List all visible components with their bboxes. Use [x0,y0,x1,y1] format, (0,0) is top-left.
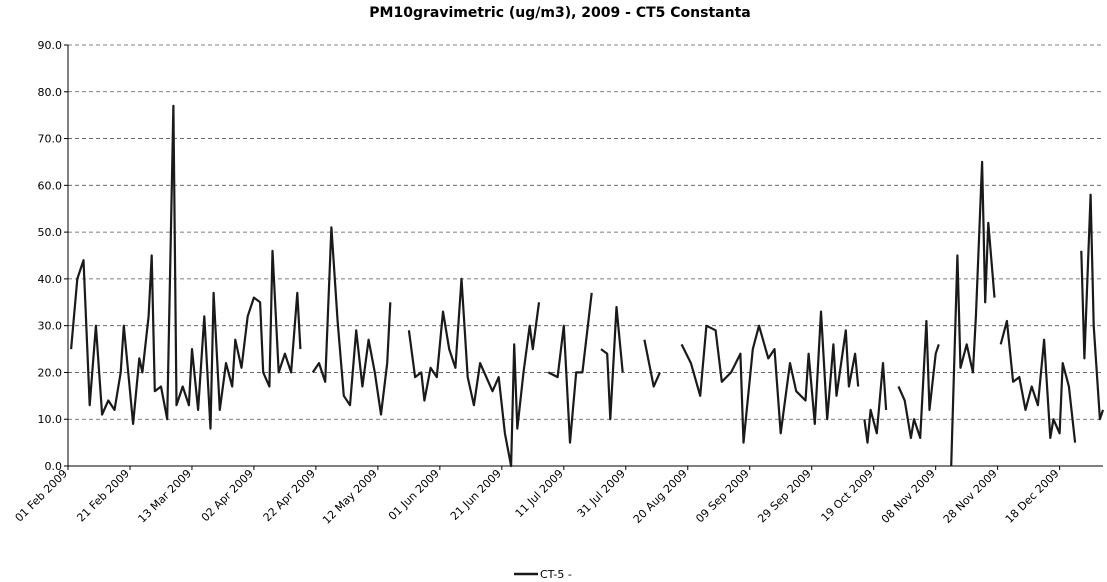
x-tick-label: 01 Jun 2009 [386,467,442,523]
x-tick-label: 21 Feb 2009 [74,467,132,525]
y-tick-label: 10.0 [38,413,63,426]
x-tick-label: 02 Apr 2009 [199,467,256,524]
x-tick-label: 08 Nov 2009 [879,467,938,526]
x-tick-label: 19 Oct 2009 [819,467,876,524]
x-tick-label: 29 Sep 2009 [755,467,813,525]
y-tick-label: 30.0 [38,320,63,333]
y-tick-label: 60.0 [38,179,63,192]
x-tick-label: 13 Mar 2009 [136,467,195,526]
y-tick-label: 80.0 [38,86,63,99]
chart-title: PM10gravimetric (ug/m3), 2009 - CT5 Cons… [369,5,750,21]
y-tick-label: 70.0 [38,133,63,146]
x-tick-label: 28 Nov 2009 [941,467,1000,526]
legend-label: CT-5 - [540,568,572,581]
x-tick-label: 31 Jul 2009 [575,467,628,520]
x-tick-label: 12 May 2009 [320,467,380,527]
y-tick-label: 20.0 [38,366,63,379]
y-tick-label: 50.0 [38,226,63,239]
x-tick-label: 09 Sep 2009 [693,467,751,525]
x-tick-label: 11 Jul 2009 [513,467,566,520]
x-tick-label: 18 Dec 2009 [1003,467,1062,526]
x-tick-label: 01 Feb 2009 [13,467,71,525]
y-tick-label: 40.0 [38,273,63,286]
x-tick-label: 20 Aug 2009 [631,467,690,526]
x-tick-label: 22 Apr 2009 [261,467,318,524]
y-tick-label: 0.0 [45,460,63,473]
data-line [70,104,1105,468]
x-tick-label: 21 Jun 2009 [448,467,504,523]
y-tick-label: 90.0 [38,39,63,52]
